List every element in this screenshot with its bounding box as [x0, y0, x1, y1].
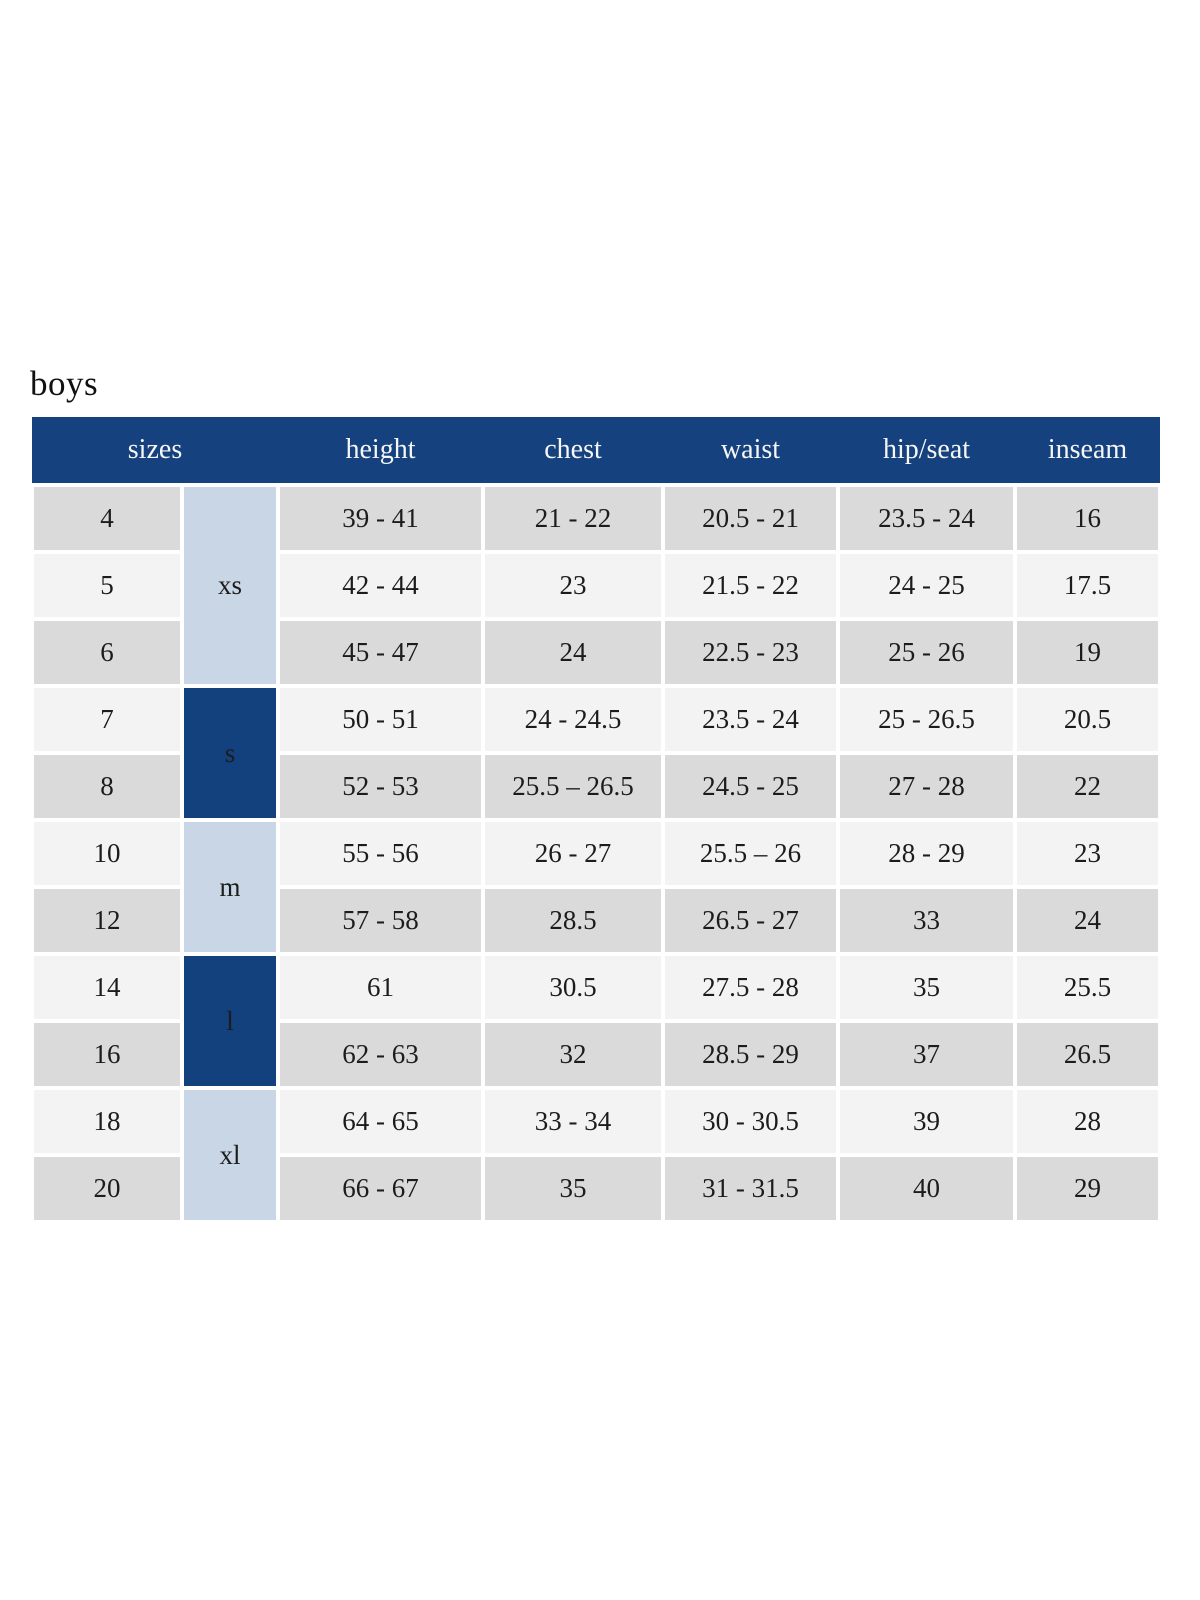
table-row: 6 45 - 47 24 22.5 - 23 25 - 26 19 [30, 617, 1162, 688]
hip-seat-cell: 27 - 28 [836, 751, 1017, 822]
inseam-cell: 28 [1013, 1086, 1162, 1157]
page-title: boys [30, 364, 99, 403]
table-row: 12 57 - 58 28.5 26.5 - 27 33 24 [30, 885, 1162, 956]
waist-cell: 25.5 – 26 [661, 818, 840, 889]
chest-cell: 23 [481, 550, 665, 621]
waist-cell: 24.5 - 25 [661, 751, 840, 822]
chest-cell: 28.5 [481, 885, 665, 956]
hip-seat-cell: 25 - 26 [836, 617, 1017, 688]
table-row: 4 xs 39 - 41 21 - 22 20.5 - 21 23.5 - 24… [30, 483, 1162, 688]
size-group-cell-xs: xs [180, 483, 280, 688]
chest-cell: 32 [481, 1019, 665, 1090]
inseam-cell: 20.5 [1013, 684, 1162, 755]
table-row: 20 66 - 67 35 31 - 31.5 40 29 [30, 1153, 1162, 1224]
size-cell: 12 [30, 885, 184, 956]
inseam-cell: 16 [1013, 483, 1162, 554]
size-cell: 16 [30, 1019, 184, 1090]
hip-seat-cell: 35 [836, 952, 1017, 1023]
chest-cell: 35 [481, 1153, 665, 1224]
inseam-cell: 19 [1013, 617, 1162, 688]
size-group-cell-s: s [180, 684, 280, 822]
chest-cell: 24 - 24.5 [481, 684, 665, 755]
height-cell: 55 - 56 [276, 818, 485, 889]
height-cell: 52 - 53 [276, 751, 485, 822]
height-cell: 39 - 41 [276, 483, 485, 554]
chest-cell: 30.5 [481, 952, 665, 1023]
size-cell: 20 [30, 1153, 184, 1224]
waist-cell: 21.5 - 22 [661, 550, 840, 621]
height-cell: 62 - 63 [276, 1019, 485, 1090]
size-group-cell-m: m [180, 818, 280, 956]
waist-cell: 20.5 - 21 [661, 483, 840, 554]
hip-seat-cell: 40 [836, 1153, 1017, 1224]
size-group-cell-xl: xl [180, 1086, 280, 1224]
height-cell: 45 - 47 [276, 617, 485, 688]
hip-seat-cell: 28 - 29 [836, 818, 1017, 889]
height-cell: 61 [276, 952, 485, 1023]
size-cell: 10 [30, 818, 184, 889]
column-header-inseam: inseam [1015, 417, 1160, 485]
height-cell: 66 - 67 [276, 1153, 485, 1224]
size-cell: 18 [30, 1086, 184, 1157]
column-header-chest: chest [483, 417, 663, 485]
hip-seat-cell: 23.5 - 24 [836, 483, 1017, 554]
height-cell: 50 - 51 [276, 684, 485, 755]
height-cell: 42 - 44 [276, 550, 485, 621]
size-chart-table: sizes height chest waist hip/seat inseam… [30, 417, 1162, 1224]
hip-seat-cell: 25 - 26.5 [836, 684, 1017, 755]
table-row: 18 xl 64 - 65 33 - 34 30 - 30.5 39 28 [30, 1086, 1162, 1224]
inseam-cell: 29 [1013, 1153, 1162, 1224]
height-cell: 64 - 65 [276, 1086, 485, 1157]
hip-seat-cell: 24 - 25 [836, 550, 1017, 621]
chest-cell: 24 [481, 617, 665, 688]
page-content: boys sizes height chest waist hip/seat i… [30, 364, 1162, 1224]
table-row: 7 s 50 - 51 24 - 24.5 23.5 - 24 25 - 26.… [30, 684, 1162, 822]
waist-cell: 28.5 - 29 [661, 1019, 840, 1090]
column-header-height: height [278, 417, 483, 485]
inseam-cell: 25.5 [1013, 952, 1162, 1023]
size-group-cell-l: l [180, 952, 280, 1090]
hip-seat-cell: 33 [836, 885, 1017, 956]
table-row: 14 l 61 30.5 27.5 - 28 35 25.5 [30, 952, 1162, 1090]
chest-cell: 33 - 34 [481, 1086, 665, 1157]
waist-cell: 23.5 - 24 [661, 684, 840, 755]
size-cell: 4 [30, 483, 184, 554]
chest-cell: 21 - 22 [481, 483, 665, 554]
hip-seat-cell: 39 [836, 1086, 1017, 1157]
chest-cell: 26 - 27 [481, 818, 665, 889]
inseam-cell: 26.5 [1013, 1019, 1162, 1090]
waist-cell: 31 - 31.5 [661, 1153, 840, 1224]
size-cell: 7 [30, 684, 184, 755]
column-header-hip-seat: hip/seat [838, 417, 1015, 485]
table-row: 8 52 - 53 25.5 – 26.5 24.5 - 25 27 - 28 … [30, 751, 1162, 822]
table-row: 10 m 55 - 56 26 - 27 25.5 – 26 28 - 29 2… [30, 818, 1162, 956]
size-cell: 5 [30, 550, 184, 621]
height-cell: 57 - 58 [276, 885, 485, 956]
inseam-cell: 24 [1013, 885, 1162, 956]
chest-cell: 25.5 – 26.5 [481, 751, 665, 822]
column-header-sizes: sizes [32, 417, 278, 485]
column-header-waist: waist [663, 417, 838, 485]
size-cell: 14 [30, 952, 184, 1023]
inseam-cell: 22 [1013, 751, 1162, 822]
size-cell: 8 [30, 751, 184, 822]
hip-seat-cell: 37 [836, 1019, 1017, 1090]
table-row: 16 62 - 63 32 28.5 - 29 37 26.5 [30, 1019, 1162, 1090]
inseam-cell: 23 [1013, 818, 1162, 889]
table-row: 5 42 - 44 23 21.5 - 22 24 - 25 17.5 [30, 550, 1162, 621]
waist-cell: 22.5 - 23 [661, 617, 840, 688]
waist-cell: 30 - 30.5 [661, 1086, 840, 1157]
inseam-cell: 17.5 [1013, 550, 1162, 621]
table-header-row: sizes height chest waist hip/seat inseam [32, 417, 1160, 485]
waist-cell: 27.5 - 28 [661, 952, 840, 1023]
size-cell: 6 [30, 617, 184, 688]
waist-cell: 26.5 - 27 [661, 885, 840, 956]
